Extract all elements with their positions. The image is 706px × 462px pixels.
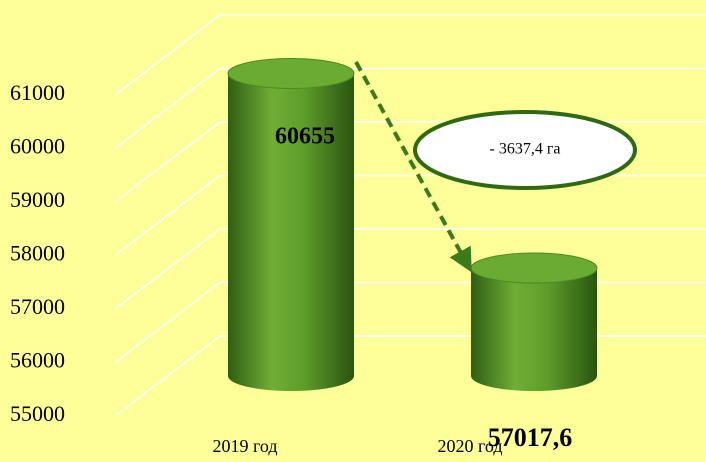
bar — [471, 268, 597, 391]
y-tick-label: 61000 — [10, 80, 65, 105]
x-tick-label: 2020 год — [437, 436, 502, 456]
grid — [114, 14, 706, 417]
y-tick-label: 55000 — [10, 401, 65, 426]
annotation: - 3637,4 га — [490, 141, 561, 158]
bars — [227, 57, 598, 392]
grid-line — [114, 67, 706, 150]
y-tick-label: 56000 — [10, 348, 65, 373]
arrow — [354, 61, 472, 273]
y-tick-label: 58000 — [10, 241, 65, 266]
y-tick-label: 57000 — [10, 294, 65, 319]
grid-line — [114, 174, 706, 257]
grid-line — [114, 228, 706, 310]
y-tick-label: 59000 — [10, 187, 65, 212]
value-label: 60655 — [275, 124, 335, 150]
annotation-bubble — [413, 110, 637, 190]
y-tick-label: 60000 — [10, 134, 65, 159]
bar-top — [470, 252, 598, 284]
x-tick-label: 2019 год — [212, 436, 277, 456]
grid-line — [114, 335, 706, 417]
bar-top — [227, 57, 355, 89]
grid-line — [114, 281, 706, 364]
value-label: 57017,6 — [488, 423, 573, 452]
grid-line — [114, 14, 706, 96]
bar — [228, 73, 354, 392]
